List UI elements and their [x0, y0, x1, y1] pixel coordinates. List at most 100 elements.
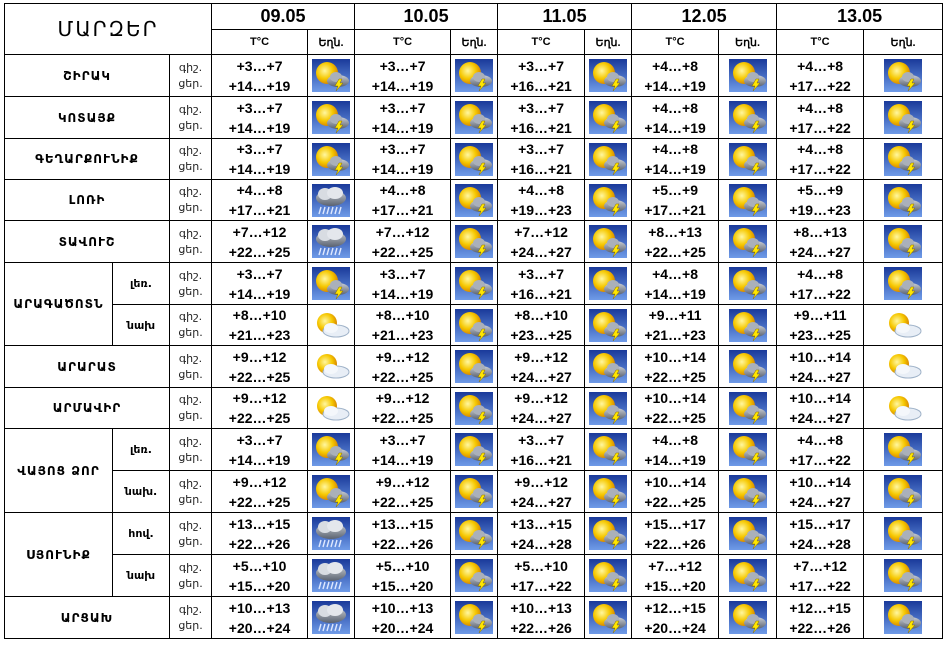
temperature-cell: +5…+9 +17…+21: [631, 179, 720, 221]
day-temp: +24…+27: [789, 243, 851, 260]
temperature-cell: +3…+7 +14…+19: [354, 54, 452, 97]
forecast-row: ԳԵՂԱՐՔՈՒՆԻՔ գիշ. ցեր. +3…+7 +14…+19 +3…+7 +14…: [4, 138, 944, 180]
temperature-cell: +9…+12 +22…+25: [354, 470, 452, 513]
forecast-row: նախ. գիշ. ցեր. +9…+12 +22…+25 +9…+12 +22…+25 …: [5, 470, 944, 513]
day-temp: +24…+27: [510, 410, 572, 426]
weather-cell: [307, 387, 356, 429]
day-temp: +22…+26: [228, 535, 291, 552]
weather-cell: [718, 179, 778, 221]
sun-cloud-lightning-icon: [455, 308, 494, 342]
night-temp: +4…+8: [652, 431, 699, 448]
night-label: գիշ.: [178, 351, 203, 365]
day-temp: +19…+23: [789, 202, 851, 218]
sun-cloud-lightning-icon: [589, 517, 628, 550]
day-temp: +21…+23: [228, 327, 291, 343]
temperature-cell: +10…+14 +24…+27: [776, 470, 865, 513]
region-name: ԱՐՑԱԽ: [4, 596, 170, 639]
day-temp: +16…+21: [510, 161, 572, 177]
night-day-labels: գիշ. ցեր.: [168, 54, 213, 97]
sun-cloud-lightning-icon: [589, 308, 628, 342]
sun-cloud-icon: [884, 391, 923, 425]
temperature-cell: +3…+7 +14…+19: [354, 96, 452, 139]
day-temp: +17…+22: [789, 119, 851, 136]
sun-cloud-lightning-icon: [455, 350, 494, 383]
night-temp: +4…+8: [652, 265, 699, 282]
night-temp: +4…+8: [518, 182, 565, 198]
temperature-cell: +8…+13 +24…+27: [776, 220, 865, 263]
zone-label: լեռ.: [112, 262, 170, 305]
weather-cell: [450, 304, 499, 346]
temperature-cell: +3…+7 +14…+19: [211, 428, 309, 471]
night-temp: +7…+12: [375, 223, 430, 240]
sun-cloud-icon: [312, 308, 351, 342]
night-label: գիշ.: [178, 268, 203, 282]
zone-label: նախ: [112, 554, 170, 597]
region-name: ԳԵՂԱՐՔՈՒՆԻՔ: [4, 138, 170, 180]
cloud-rain-icon: [312, 517, 351, 550]
temperature-cell: +3…+7 +14…+19: [211, 262, 309, 305]
zone-label: լեռ.: [112, 428, 170, 471]
night-label: գիշ.: [178, 434, 203, 448]
sun-cloud-lightning-icon: [455, 183, 494, 217]
weather-cell: [450, 262, 499, 305]
day-label: ցեր.: [178, 618, 203, 632]
night-temp: +3…+7: [236, 431, 283, 448]
night-temp: +5…+10: [232, 557, 287, 574]
sun-cloud-lightning-icon: [884, 559, 923, 592]
weather-cell: [584, 138, 633, 180]
night-temp: +8…+10: [514, 307, 568, 323]
sun-cloud-lightning-icon: [589, 101, 628, 134]
weather-col-header: Եղն.: [450, 29, 499, 55]
weather-cell: [584, 554, 633, 597]
night-temp: +3…+7: [236, 141, 283, 157]
forecast-row: ԱՐՄԱՎԻՐ գիշ. ցեր. +9…+12 +22…+25 +9…+12 +22…+…: [4, 387, 944, 429]
weather-cell: [307, 262, 356, 305]
night-temp: +8…+13: [793, 223, 847, 240]
weather-cell: [307, 304, 356, 346]
date-header: 11.05: [497, 3, 633, 30]
temperature-cell: +9…+11 +21…+23: [631, 304, 720, 346]
night-label: գիշ.: [178, 310, 203, 323]
day-temp: +20…+24: [644, 619, 706, 636]
night-temp: +9…+12: [232, 348, 287, 365]
day-temp: +17…+22: [510, 577, 572, 594]
night-temp: +3…+7: [518, 99, 565, 116]
weather-cell: [307, 179, 356, 221]
weather-cell: [450, 470, 499, 513]
weather-cell: [450, 596, 499, 639]
day-temp: +19…+23: [510, 202, 572, 218]
forecast-table: ՄԱՐԶԵՐ 09.05 10.05 11.05 12.05 13.05 T°C…: [3, 3, 944, 639]
night-temp: +10…+14: [644, 348, 706, 365]
night-day-labels: գիշ. ցեր.: [168, 179, 213, 221]
weather-cell: [863, 96, 944, 139]
day-label: ցեր.: [178, 201, 203, 214]
sun-cloud-lightning-icon: [728, 601, 767, 634]
sun-cloud-lightning-icon: [589, 350, 628, 383]
temperature-cell: +13…+15 +22…+26: [211, 512, 309, 555]
temperature-cell: +10…+14 +22…+25: [631, 387, 720, 429]
night-temp: +7…+12: [232, 223, 287, 240]
day-label: ցեր.: [178, 160, 203, 173]
temperature-cell: +15…+17 +22…+26: [631, 512, 720, 555]
temperature-cell: +3…+7 +16…+21: [497, 96, 586, 139]
day-temp: +24…+27: [789, 368, 851, 385]
sun-cloud-lightning-icon: [728, 475, 767, 508]
weather-cell: [307, 596, 356, 639]
sun-cloud-lightning-icon: [589, 391, 628, 425]
temperature-cell: +4…+8 +17…+22: [776, 262, 865, 305]
night-temp: +8…+13: [648, 223, 702, 240]
forecast-row: ԼՈՌԻ գիշ. ցեր. +4…+8 +17…+21 +4…+8 +17…+21 +4…: [4, 179, 944, 221]
temperature-cell: +7…+12 +15…+20: [631, 554, 720, 597]
sun-cloud-lightning-icon: [884, 517, 923, 550]
forecast-row: նախ գիշ. ցեր. +5…+10 +15…+20 +5…+10 +15…+20 +…: [5, 554, 944, 597]
sun-cloud-lightning-icon: [728, 267, 767, 300]
day-temp: +22…+26: [644, 535, 706, 552]
day-temp: +14…+19: [644, 119, 706, 136]
day-temp: +22…+25: [371, 243, 434, 260]
temperature-cell: +8…+10 +21…+23: [211, 304, 309, 346]
temperature-cell: +4…+8 +17…+21: [211, 179, 309, 221]
night-day-labels: գիշ. ցեր.: [168, 220, 213, 263]
temperature-cell: +3…+7 +16…+21: [497, 138, 586, 180]
night-temp: +9…+12: [232, 390, 287, 406]
night-temp: +10…+13: [371, 599, 434, 616]
